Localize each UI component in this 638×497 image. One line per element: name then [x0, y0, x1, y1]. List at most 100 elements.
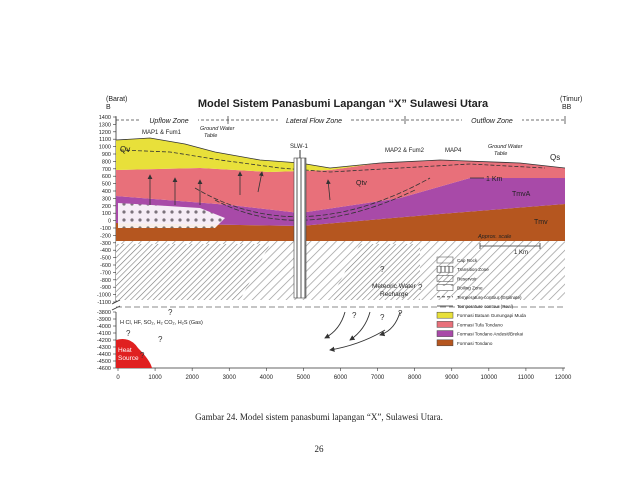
- y-tick-label: 600: [102, 174, 111, 180]
- page-number: 26: [314, 444, 324, 454]
- left-section-label: B: [106, 104, 111, 111]
- y-tick-label: 1000: [99, 145, 111, 151]
- y-tick-label: 200: [102, 204, 111, 210]
- well-slw-1: [293, 150, 307, 299]
- svg-text:?: ?: [380, 313, 385, 322]
- reservoir-deep-area: [116, 244, 270, 300]
- y-tick-label: -500: [100, 256, 111, 262]
- upflow-arrows: [147, 171, 331, 205]
- y-tick-label: 100: [102, 211, 111, 217]
- y-tick-label: 1400: [99, 115, 111, 121]
- label-tmva: TmvA: [512, 191, 531, 198]
- label-map1: MAP1 & Fum1: [142, 130, 182, 136]
- y-tick-label: -400: [100, 248, 111, 254]
- y-tick-label: -1000: [97, 293, 111, 299]
- x-tick-label: 8000: [408, 375, 422, 381]
- label-gwt-left-1: Ground Water: [200, 126, 236, 132]
- y-tick-label: 500: [102, 182, 111, 188]
- right-section-label: BB: [562, 104, 572, 111]
- layer-tufa-tondano: [116, 160, 565, 213]
- y-tick-label: -700: [100, 270, 111, 276]
- y-tick-label: -4500: [97, 359, 111, 365]
- y-tick-label: -200: [100, 233, 111, 239]
- y-tick-label: -800: [100, 278, 111, 284]
- x-tick-label: 1000: [148, 375, 162, 381]
- zone-bar: Upflow Zone Lateral Flow Zone Outflow Zo…: [115, 115, 566, 125]
- legend-item-temp-real: Temperature contour (Real): [437, 304, 514, 309]
- label-map4: MAP4: [445, 148, 462, 154]
- y-tick-label: -4400: [97, 352, 111, 358]
- y-tick-label: 700: [102, 167, 111, 173]
- y-tick-label: 0: [108, 219, 111, 225]
- svg-text:?: ?: [380, 265, 385, 274]
- legend-item-transition: Transition Zone: [436, 265, 489, 273]
- y-axis-lower: -3800-3900-4000-4100-4200-4300-4400-4500…: [97, 310, 117, 372]
- x-tick-label: 9000: [445, 375, 459, 381]
- legend-item-f3: Formasi Tondano Andesit/Brekai: [436, 330, 523, 337]
- label-gwt-right-1: Ground Water: [488, 144, 524, 150]
- layer-gunungapi-muda: [116, 138, 380, 172]
- layer-tondano: [116, 204, 565, 241]
- y-tick-label: 400: [102, 189, 111, 195]
- x-tick-label: 12000: [555, 375, 572, 381]
- legend-label: Formasi Batuan Gunungapi Muda: [457, 313, 526, 318]
- outflow-hatch-area: [330, 244, 420, 300]
- scale-bar: [479, 243, 541, 249]
- y-tick-label: 300: [102, 196, 111, 202]
- legend-item-cap-rock: Cap Rock: [436, 256, 478, 264]
- figure-caption: Gambar 24. Model sistem panasbumi lapang…: [195, 412, 443, 422]
- svg-text:?: ?: [126, 329, 131, 338]
- x-tick-label: 6000: [334, 375, 348, 381]
- legend-item-f1: Formasi Batuan Gunungapi Muda: [436, 311, 526, 319]
- legend-label: Cap Rock: [457, 258, 478, 263]
- label-gas: H Cl, HF, SO₂, H₂ CO₂, H₂S (Gas): [120, 320, 203, 326]
- label-heat-1: Heat: [118, 347, 132, 354]
- legend-label: Transition Zone: [457, 267, 489, 272]
- zone-label-outflow: Outflow Zone: [471, 118, 513, 125]
- legend-item-f4: Formasi Tondano: [436, 339, 493, 347]
- y-tick-label: -3900: [97, 317, 111, 323]
- y-tick-label: -4300: [97, 345, 111, 351]
- right-direction: (Timur): [560, 96, 582, 103]
- zone-label-upflow: Upflow Zone: [149, 118, 188, 125]
- meteoric-recharge-arrows: [324, 311, 401, 352]
- svg-text:?: ?: [158, 335, 163, 344]
- svg-text:?: ?: [418, 283, 423, 292]
- label-approx-scale: Approx. scale: [477, 234, 511, 240]
- x-tick-label: 10000: [480, 375, 497, 381]
- svg-text:?: ?: [168, 308, 173, 317]
- label-tmv: Tmv: [534, 219, 548, 226]
- legend-label: Temperature contour (Estimate): [457, 295, 522, 300]
- label-meteoric-2: Recharge: [380, 291, 409, 298]
- label-meteoric-1: Meteoric Water: [372, 283, 417, 290]
- x-tick-label: 0: [116, 375, 120, 381]
- y-tick-label: 900: [102, 152, 111, 158]
- y-tick-label: -3800: [97, 310, 111, 316]
- diagram-title: Model Sistem Panasbumi Lapangan “X” Sula…: [198, 98, 489, 110]
- y-tick-label: -300: [100, 241, 111, 247]
- legend-label: Formasi Tondano: [457, 341, 493, 346]
- label-qtv: Qtv: [356, 180, 367, 187]
- label-qv: Qv: [120, 145, 130, 154]
- y-tick-label: -4100: [97, 331, 111, 337]
- y-tick-label: -4000: [97, 324, 111, 330]
- legend-label: Formasi Tondano Andesit/Brekai: [457, 332, 523, 337]
- label-km-top: 1 Km: [486, 176, 503, 183]
- y-tick-label: -600: [100, 263, 111, 269]
- x-tick-label: 3000: [223, 375, 237, 381]
- y-tick-label: -4200: [97, 338, 111, 344]
- left-direction: (Barat): [106, 96, 127, 103]
- y-tick-label: 800: [102, 159, 111, 165]
- label-gwt-right-2: Table: [494, 151, 507, 157]
- y-tick-label: 1300: [99, 122, 111, 128]
- label-qs: Qs: [550, 153, 560, 162]
- y-tick-label: 1200: [99, 130, 111, 136]
- temperature-contour-2: [214, 189, 416, 221]
- svg-text:?: ?: [398, 309, 403, 318]
- legend-label: Reservoir: [457, 276, 477, 281]
- axis-break: [111, 299, 565, 311]
- legend-item-temp-est: Temperature contour (Estimate): [437, 295, 522, 300]
- y-tick-label: 1100: [99, 137, 111, 143]
- svg-text:?: ?: [352, 311, 357, 320]
